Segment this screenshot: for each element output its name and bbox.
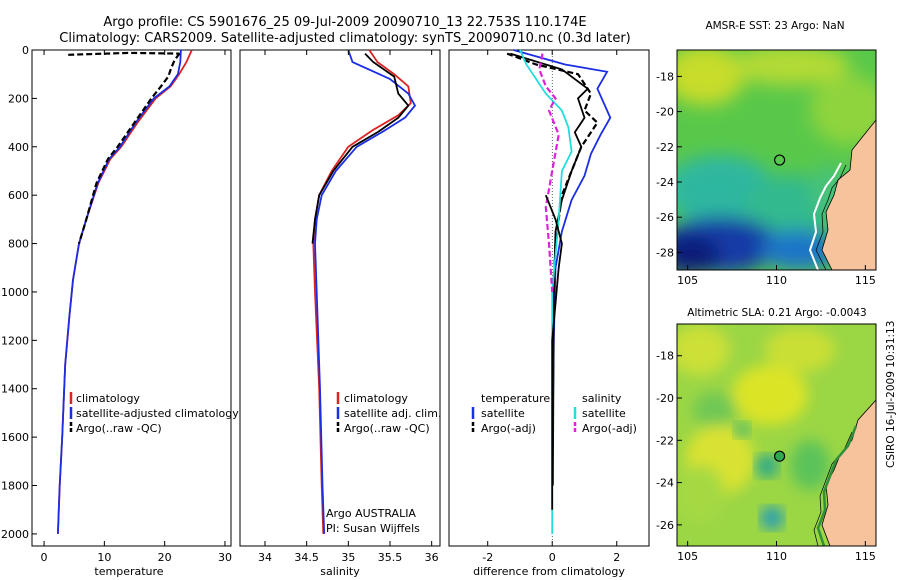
legend-label-sal-satellite: satellite: [582, 407, 626, 420]
x-tick-label: 20: [158, 551, 172, 564]
legend-label-climatology: climatology: [76, 392, 140, 405]
map-x-tick-label: 105: [677, 274, 698, 287]
y-tick-label: 800: [8, 238, 29, 251]
series-satellite-adjusted-climatology: [57, 49, 182, 534]
x-tick-label: 35.5: [378, 551, 403, 564]
salinity-axes: [239, 49, 441, 547]
sst-map-title: AMSR-E SST: 23 Argo: NaN: [705, 20, 844, 32]
series-salinity-satellite: [519, 49, 573, 534]
temperature-xlabel: temperature: [94, 565, 163, 578]
coastal-mask: [808, 162, 842, 270]
map-y-tick-label: -24: [656, 477, 674, 490]
series-salinity-argo-adj-: [538, 53, 560, 293]
y-tick-label: 1000: [1, 286, 29, 299]
series-argo-solid: [510, 52, 590, 486]
float-owner-annotation: Argo AUSTRALIA: [326, 507, 416, 520]
y-tick-label: 1200: [1, 334, 29, 347]
legend-title-salinity: salinity: [582, 392, 622, 405]
salinity-plot: 34 34.5 35 35.5 36: [258, 49, 439, 564]
map-x-tick-label: 110: [766, 550, 787, 563]
map-y-tick-label: -26: [656, 519, 674, 532]
y-tick-label: 200: [8, 92, 29, 105]
difference-xlabel: difference from climatology: [473, 565, 625, 578]
map-x-tick-label: 115: [855, 274, 876, 287]
legend-title-temperature: temperature: [481, 392, 550, 405]
map-y-tick-label: -20: [656, 392, 674, 405]
x-tick-label: 10: [97, 551, 111, 564]
y-tick-label: 400: [8, 141, 29, 154]
legend-label-satellite: satellite-adjusted climatology: [76, 407, 239, 420]
series-climatology: [312, 49, 412, 534]
title-line-2: Climatology: CARS2009. Satellite-adjuste…: [59, 31, 631, 46]
y-tick-label: 1400: [1, 383, 29, 396]
sla-map: [677, 324, 876, 546]
series-argo-raw-qc-: [311, 52, 410, 244]
series-temperature-satellite: [513, 49, 612, 413]
legend-label-climatology: climatology: [344, 392, 408, 405]
bathymetry-contour: [815, 164, 847, 270]
legend-label-satellite: satellite adj. clim.: [344, 407, 441, 420]
x-tick-label: 0: [549, 551, 556, 564]
salinity-legend: climatology satellite adj. clim. Argo(..…: [326, 392, 441, 535]
x-tick-label: 30: [218, 551, 232, 564]
temperature-plot: 0 10 20 30 0 200 400 600 800 1000 1200 1400 1600 1800…: [1, 44, 232, 564]
series-climatology: [57, 49, 193, 534]
csiro-timestamp: CSIRO 16-Jul-2009 10:31:13: [885, 321, 897, 468]
shelf-band: [816, 425, 858, 546]
map-x-tick-label: 105: [677, 550, 698, 563]
australia-coast: [821, 119, 876, 270]
legend-label-temp-argo: Argo(-adj): [481, 422, 536, 435]
series-argo-surface-segment: [68, 51, 180, 56]
map-x-tick-label: 115: [855, 550, 876, 563]
x-tick-label: 35: [341, 551, 355, 564]
map-y-tick-label: -22: [656, 141, 674, 154]
series-argo-solid-low: [544, 194, 563, 510]
argo-position-marker: [773, 154, 786, 166]
map-y-tick-label: -26: [656, 211, 674, 224]
map-y-tick-label: -18: [656, 70, 674, 83]
x-tick-label: 0: [41, 551, 48, 564]
x-tick-label: 34.5: [294, 551, 319, 564]
x-tick-label: 34: [258, 551, 272, 564]
sla-map-title: Altimetric SLA: 0.21 Argo: -0.0043: [687, 307, 866, 319]
x-tick-label: 36: [425, 551, 439, 564]
float-pi-annotation: PI: Susan Wijffels: [326, 522, 420, 535]
legend-label-sal-argo: Argo(-adj): [582, 422, 637, 435]
sst-map: [677, 50, 876, 270]
map-y-tick-label: -28: [656, 246, 674, 259]
y-tick-label: 0: [22, 44, 29, 57]
series-argo-raw-qc-: [77, 52, 181, 244]
argo-position-marker: [773, 450, 786, 462]
difference-plot: -2 0 2: [482, 49, 620, 564]
legend-label-argo: Argo(..raw -QC): [344, 422, 430, 435]
x-tick-label: -2: [482, 551, 493, 564]
y-tick-label: 2000: [1, 528, 29, 541]
map-x-tick-label: 110: [766, 274, 787, 287]
legend-label-temp-satellite: satellite: [481, 407, 525, 420]
map-y-tick-label: -22: [656, 434, 674, 447]
map-y-tick-label: -20: [656, 106, 674, 119]
y-tick-label: 1800: [1, 480, 29, 493]
salinity-xlabel: salinity: [320, 565, 360, 578]
temperature-axes: [31, 49, 232, 547]
map-y-tick-label: -24: [656, 176, 674, 189]
title-line-1: Argo profile: CS 5901676_25 09-Jul-2009 …: [103, 15, 586, 30]
temperature-legend: climatology satellite-adjusted climatolo…: [69, 392, 239, 435]
y-tick-label: 600: [8, 189, 29, 202]
difference-legend: temperature satellite Argo(-adj) salinit…: [471, 392, 637, 435]
series-satellite-adj-clim-: [314, 49, 417, 534]
y-tick-label: 1600: [1, 431, 29, 444]
difference-axes: [448, 49, 650, 547]
x-tick-label: 2: [613, 551, 620, 564]
legend-label-argo: Argo(..raw -QC): [76, 422, 162, 435]
map-y-tick-label: -18: [656, 350, 674, 363]
